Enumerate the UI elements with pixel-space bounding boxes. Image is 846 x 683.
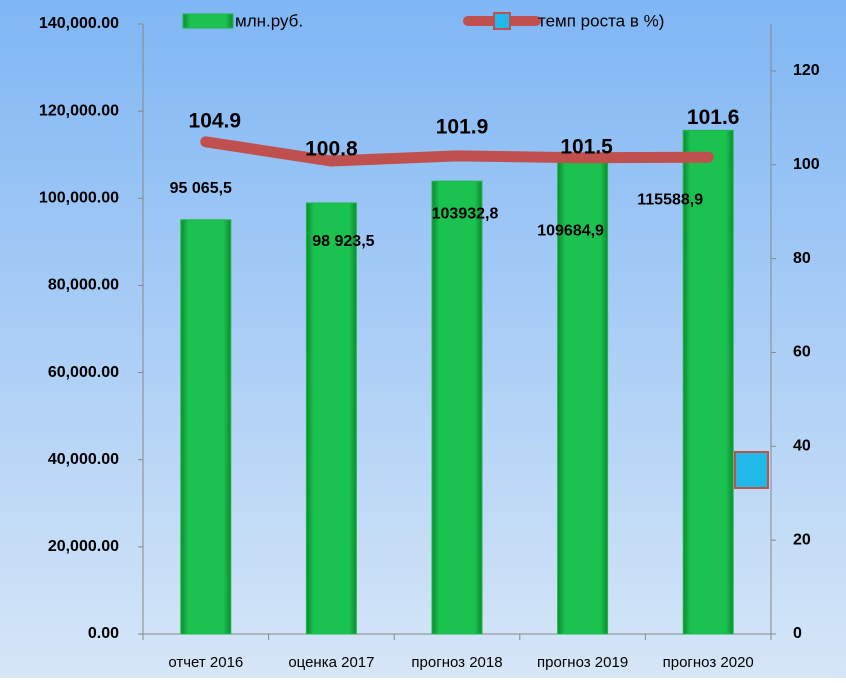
line <box>200 136 714 167</box>
y2-tick-label: 60 <box>793 344 811 361</box>
y-tick-label: 140,000.00 <box>39 15 119 32</box>
bar-value-label: 115588,9 <box>637 192 703 209</box>
legend-swatch <box>182 13 234 29</box>
y2-tick-label: 120 <box>793 62 820 79</box>
y-tick-label: 100,000.00 <box>39 190 119 207</box>
line-value-label: 101.6 <box>687 106 740 129</box>
decor-marker <box>734 451 769 489</box>
bar <box>431 180 483 635</box>
x-tick-label: прогноз 2020 <box>663 654 754 671</box>
x-tick-label: прогноз 2019 <box>537 654 628 671</box>
line-value-label: 101.9 <box>436 115 489 138</box>
x-tick-label: прогноз 2018 <box>411 654 502 671</box>
bar <box>180 219 232 635</box>
legend-label: темп роста в %) <box>538 11 664 30</box>
line-value-label: 100.8 <box>305 138 358 161</box>
bar-value-label: 109684,9 <box>537 222 604 239</box>
y2-tick-label: 100 <box>793 156 820 173</box>
legend-marker <box>493 12 511 30</box>
y-tick-label: 20,000.00 <box>48 538 119 555</box>
bar-value-label: 103932,8 <box>432 205 499 222</box>
y-tick-label: 80,000.00 <box>48 277 119 294</box>
bar <box>557 155 609 635</box>
y2-tick-label: 20 <box>793 531 811 548</box>
x-tick-label: оценка 2017 <box>288 654 374 671</box>
y2-tick-label: 0 <box>793 625 802 642</box>
legend-label: млн.руб. <box>235 11 303 30</box>
bar <box>305 202 357 635</box>
bar <box>682 129 734 635</box>
legend: млн.руб. темп роста в %) <box>182 11 664 30</box>
y-tick-label: 40,000.00 <box>48 451 119 468</box>
y2-tick-label: 80 <box>793 250 811 267</box>
y-tick-label: 120,000.00 <box>39 102 119 119</box>
bar-value-label: 95 065,5 <box>170 180 232 197</box>
bar-value-label: 98 923,5 <box>312 233 374 250</box>
x-tick-label: отчет 2016 <box>168 654 243 671</box>
line-value-label: 101.5 <box>560 135 613 158</box>
line-value-label: 104.9 <box>189 109 242 132</box>
y-tick-label: 60,000.00 <box>48 364 119 381</box>
y2-tick-label: 40 <box>793 438 811 455</box>
y-tick-label: 0.00 <box>88 625 119 642</box>
